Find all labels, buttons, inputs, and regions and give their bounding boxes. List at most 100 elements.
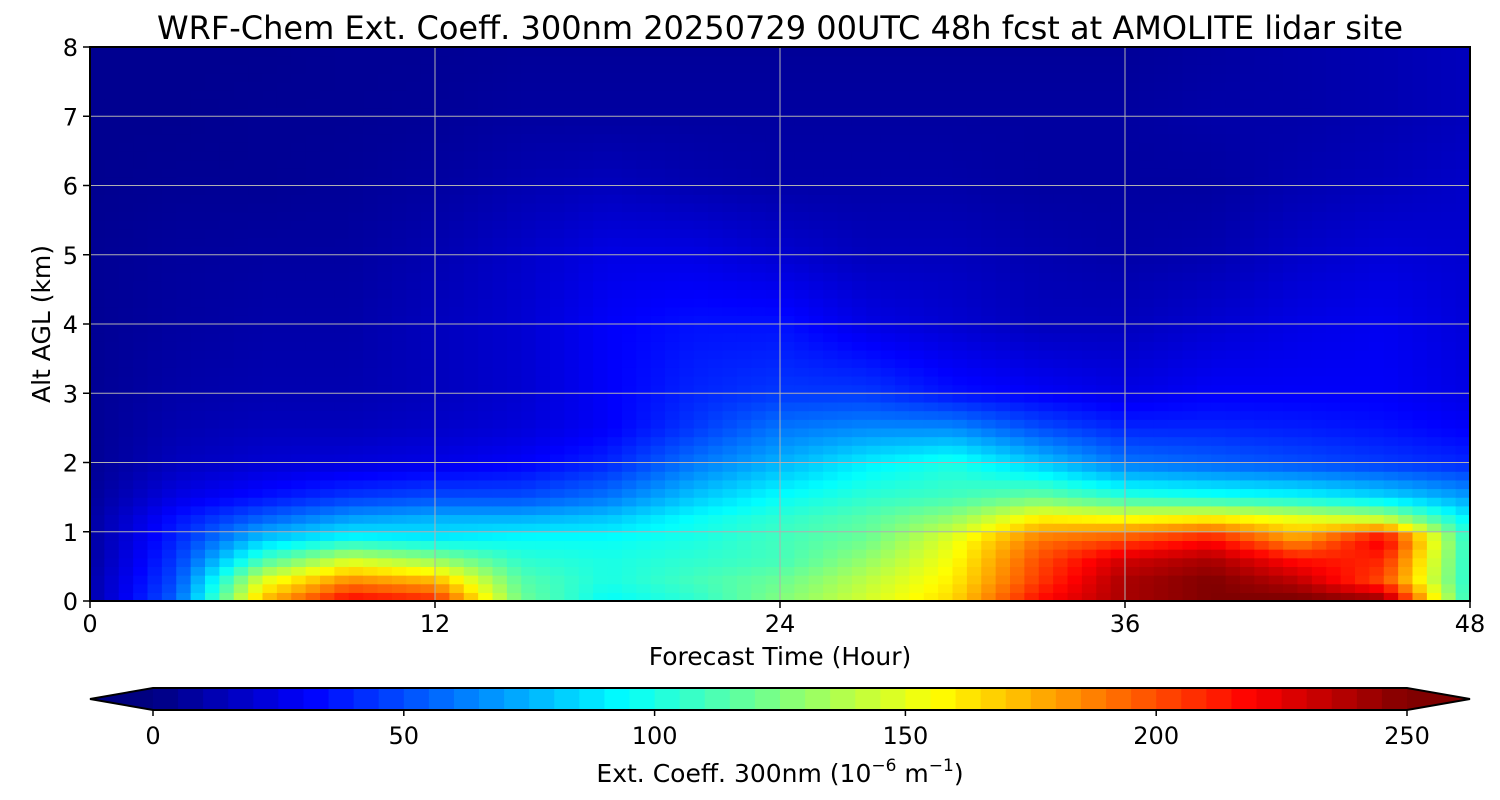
heatmap-cell [1283,168,1299,178]
heatmap-cell [938,419,954,429]
heatmap-cell [348,523,364,533]
heatmap-cell [736,453,752,464]
heatmap-cell [1412,176,1428,187]
heatmap-cell [1110,557,1126,567]
heatmap-cell [521,280,537,290]
heatmap-cell [607,358,623,368]
heatmap-cell [205,324,220,334]
heatmap-cell [478,202,494,213]
heatmap-cell [391,349,407,360]
heatmap-cell [1240,523,1255,533]
heatmap-cell [320,237,335,247]
heatmap-cell [1426,375,1442,386]
heatmap-cell [90,410,105,420]
heatmap-cell [104,150,120,161]
heatmap-cell [550,393,565,403]
heatmap-cell [190,367,206,377]
heatmap-cell [1225,384,1241,394]
heatmap-cell [262,168,278,178]
heatmap-cell [650,159,666,169]
heatmap-cell [1081,592,1097,601]
heatmap-cell [506,220,522,230]
heatmap-cell [435,401,450,412]
heatmap-cell [1254,488,1270,498]
heatmap-cell [305,332,321,342]
heatmap-cell [1240,263,1255,273]
heatmap-cell [1096,453,1112,464]
heatmap-cell [1297,583,1313,593]
heatmap-cell [837,246,853,256]
heatmap-cell [866,150,882,161]
heatmap-cell [780,254,795,265]
heatmap-cell [909,523,925,533]
heatmap-cell [305,419,321,429]
heatmap-cell [320,332,335,342]
heatmap-cell [492,514,508,524]
heatmap-cell [621,254,637,265]
heatmap-cell [1081,488,1097,498]
heatmap-cell [1268,497,1284,507]
heatmap-cell [550,453,565,464]
heatmap-cell [650,549,666,559]
heatmap-cell [981,497,997,507]
heatmap-cell [90,341,105,351]
heatmap-cell [118,263,134,273]
heatmap-cell [463,592,479,601]
heatmap-cell [1225,341,1241,351]
heatmap-cell [895,332,910,342]
heatmap-cell [981,540,997,550]
heatmap-cell [1038,254,1054,265]
heatmap-cell [176,280,192,290]
heatmap-cell [1096,168,1112,178]
heatmap-cell [780,549,795,559]
heatmap-cell [794,514,810,524]
heatmap-cell [463,263,479,273]
heatmap-cell [736,549,752,559]
heatmap-cell [981,341,997,351]
heatmap-cell [463,220,479,230]
heatmap-cell [794,211,810,221]
heatmap-cell [866,272,882,282]
heatmap-cell [219,540,235,550]
heatmap-cell [449,575,465,585]
heatmap-cell [1426,523,1442,533]
heatmap-cell [1283,592,1299,601]
heatmap-cell [449,427,465,438]
heatmap-cell [1125,384,1140,394]
heatmap-cell [736,211,752,221]
heatmap-cell [866,384,882,394]
heatmap-cell [377,566,393,576]
heatmap-cell [1024,393,1040,403]
heatmap-cell [305,168,321,178]
heatmap-cell [435,523,450,533]
heatmap-cell [909,566,925,576]
heatmap-cell [1426,324,1442,334]
heatmap-cell [1139,393,1155,403]
heatmap-cell [248,497,264,507]
heatmap-cell [1110,549,1126,559]
heatmap-cell [1340,575,1356,585]
heatmap-cell [794,549,810,559]
heatmap-cell [1283,176,1299,187]
heatmap-cell [923,194,939,204]
heatmap-cell [1398,228,1414,239]
heatmap-cell [190,549,206,559]
heatmap-cell [1139,410,1155,420]
heatmap-cell [334,436,350,446]
heatmap-cell [449,349,465,360]
heatmap-cell [1441,419,1457,429]
heatmap-cell [765,367,781,377]
heatmap-cell [248,176,264,187]
heatmap-cell [406,479,422,490]
heatmap-cell [1297,220,1313,230]
heatmap-cell [837,583,853,593]
heatmap-cell [765,159,781,169]
heatmap-cell [981,592,997,601]
heatmap-cell [909,306,925,316]
heatmap-cell [219,194,235,204]
heatmap-cell [1398,488,1414,498]
heatmap-cell [262,306,278,316]
heatmap-cell [1412,514,1428,524]
heatmap-cell [966,185,982,195]
heatmap-cell [1311,462,1327,472]
